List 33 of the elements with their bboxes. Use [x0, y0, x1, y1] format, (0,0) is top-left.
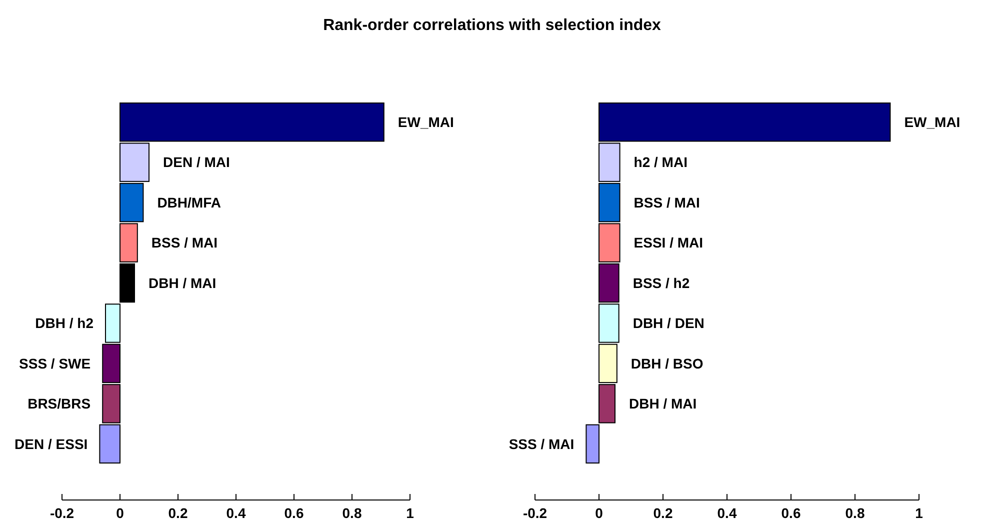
y-tick-label: BRS/BRS	[28, 396, 91, 412]
x-tick-label: 0.2	[653, 505, 673, 521]
x-tick-label: 1	[406, 505, 414, 521]
x-tick-label: 0.2	[168, 505, 188, 521]
x-tick-label: 0	[595, 505, 604, 521]
x-tick-label: 0.4	[226, 505, 246, 521]
x-tick-label: 0.8	[342, 505, 362, 521]
y-tick-label: BSS / h2	[632, 274, 690, 291]
y-tick-label: DBH / MAI	[148, 274, 216, 291]
y-tick-label: DBH / h2	[35, 315, 94, 332]
x-tick-label: 0.6	[781, 505, 801, 521]
y-tick-label: DBH / BSO	[630, 355, 704, 372]
y-tick-label: EW_MAI	[398, 114, 454, 130]
x-tick-label: -0.2	[522, 505, 548, 521]
y-tick-label: DBH / DEN	[632, 315, 704, 332]
y-tick-label: BSS / MAI	[634, 194, 700, 210]
x-tick-label: 0.6	[284, 505, 304, 521]
y-tick-label: DBH/MFA	[157, 194, 221, 210]
y-tick-label: SSS / SWE	[19, 355, 91, 372]
y-tick-label: ESSI / MAI	[634, 234, 704, 251]
y-tick-label: h2 / MAI	[634, 154, 688, 170]
y-tick-label: SSS / MAI	[508, 436, 574, 452]
y-tick-label: BSS / MAI	[151, 234, 218, 251]
y-tick-label: EW_MAI	[904, 114, 960, 130]
y-tick-label: DEN / ESSI	[14, 436, 88, 452]
x-tick-label: 1	[915, 505, 924, 521]
x-tick-label: 0.4	[717, 505, 737, 521]
y-tick-label: DBH / MAI	[629, 396, 697, 412]
x-tick-label: 0	[116, 505, 124, 521]
y-tick-label: DEN / MAI	[163, 154, 230, 170]
x-tick-label: -0.2	[50, 505, 74, 521]
x-tick-label: 0.8	[845, 505, 865, 521]
text: Rank-order correlations with selection index	[323, 17, 662, 34]
